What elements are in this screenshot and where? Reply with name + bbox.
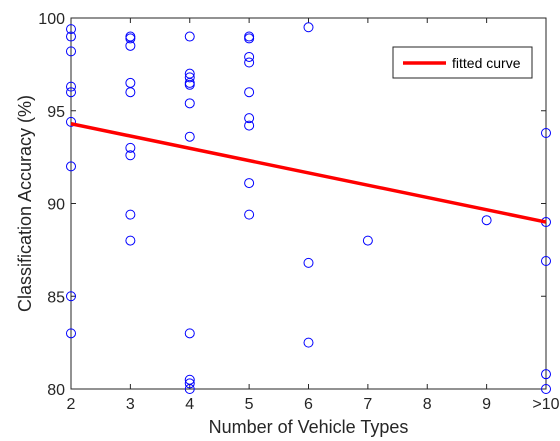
data-point [66, 87, 76, 98]
axis-ticks [70, 17, 547, 390]
data-point [66, 291, 76, 302]
x-tick-label: 4 [185, 396, 194, 413]
x-tick-label: >10 [532, 396, 559, 413]
data-point [184, 384, 195, 394]
x-tick-label: 5 [245, 396, 254, 413]
x-tick-label: 3 [126, 396, 135, 413]
data-point [66, 31, 76, 42]
legend-label-fitted-curve: fitted curve [452, 55, 521, 71]
data-point [303, 22, 314, 33]
data-point [541, 384, 551, 394]
data-point [184, 131, 195, 142]
x-tick-label: 9 [482, 396, 491, 413]
data-point [125, 40, 136, 51]
data-point [66, 46, 76, 57]
data-point [125, 150, 136, 161]
data-point [541, 256, 551, 267]
y-tick-label: 90 [47, 197, 65, 214]
data-point [184, 98, 195, 109]
x-tick-label: 6 [304, 396, 313, 413]
x-tick-label: 2 [67, 396, 76, 413]
axis-tick-labels: 2 3 4 5 6 7 8 9 >10 80 85 90 95 100 [38, 11, 559, 413]
data-point [244, 120, 255, 131]
data-point [362, 235, 373, 246]
data-point [66, 328, 76, 339]
data-point [541, 369, 551, 380]
data-point [244, 51, 255, 62]
plot-area [70, 17, 547, 390]
data-point [66, 161, 76, 172]
data-point [481, 215, 492, 226]
data-point [125, 235, 136, 246]
data-point [66, 81, 76, 92]
data-point [184, 328, 195, 339]
data-point [125, 209, 136, 220]
data-point [244, 33, 255, 44]
data-point [125, 142, 136, 153]
y-axis-label: Classification Accuracy (%) [15, 95, 35, 312]
data-point [125, 33, 136, 44]
data-point [184, 79, 195, 90]
data-point [184, 31, 195, 42]
data-point [303, 337, 314, 348]
fitted-curve-line [70, 122, 547, 224]
data-point [541, 128, 551, 139]
data-point [66, 24, 76, 35]
y-tick-label: 100 [38, 11, 65, 28]
data-point [244, 87, 255, 98]
x-tick-label: 8 [423, 396, 432, 413]
data-points [66, 22, 551, 394]
x-axis-label: Number of Vehicle Types [209, 417, 409, 437]
data-point [244, 209, 255, 220]
data-point [303, 257, 314, 268]
data-point [244, 57, 255, 68]
legend: fitted curve [392, 46, 533, 79]
data-point [184, 378, 195, 389]
data-point [244, 113, 255, 124]
y-tick-label: 95 [47, 104, 65, 121]
data-point [244, 178, 255, 189]
y-tick-label: 80 [47, 382, 65, 399]
x-tick-label: 7 [363, 396, 372, 413]
y-tick-label: 85 [47, 289, 65, 306]
data-point [66, 116, 76, 127]
data-point [184, 72, 195, 83]
data-point [125, 87, 136, 98]
